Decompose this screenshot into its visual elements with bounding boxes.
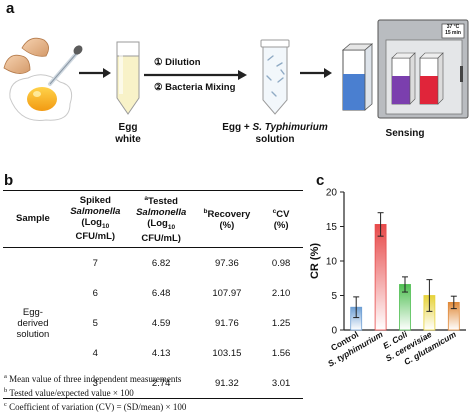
cell-spiked: 3 — [92, 377, 98, 389]
header-tested-word: Tested — [148, 196, 178, 208]
incubator-time: 15 min — [445, 30, 461, 36]
y-tick-label: 10 — [326, 257, 338, 268]
bar — [374, 224, 387, 331]
panel-c-label: c — [316, 172, 325, 189]
cell-recovery: 103.15 — [212, 347, 242, 359]
table-row: 5 4.59 91.76 1.25 — [3, 308, 303, 338]
footnote-text: Tested value/expected value × 100 — [7, 388, 134, 398]
cell-spiked: 4 — [92, 347, 98, 359]
header-tested-unit: CFU/mL) — [141, 233, 181, 245]
mixture-caption: Egg + S. Typhimurium solution — [210, 122, 340, 146]
table-header-row: Sample Spiked Salmonella (Log10 CFU/mL) … — [3, 190, 303, 248]
header-tested: aTested Salmonella (Log10 CFU/mL) — [128, 191, 195, 248]
table-row: 6 6.48 107.97 2.10 — [3, 278, 303, 308]
y-tick-label: 20 — [326, 188, 338, 199]
step-bacteria-mixing-label: ② Bacteria Mixing — [154, 82, 236, 93]
cell-cv: 1.25 — [271, 317, 291, 329]
blue-cuvette-icon — [341, 43, 374, 111]
step-dilution-label: ① Dilution — [154, 57, 201, 68]
header-recovery: bRecovery (%) — [195, 191, 260, 248]
recovery-table: Sample Spiked Salmonella (Log10 CFU/mL) … — [3, 190, 303, 399]
footnote-text: Mean value of three independent measurem… — [6, 374, 182, 384]
cell-tested: 2.74 — [151, 377, 171, 389]
cell-cv: 3.01 — [271, 377, 291, 389]
header-tested-sub: 10 — [167, 224, 176, 232]
cell-spiked: 6 — [92, 287, 98, 299]
header-spiked-word: Spiked — [79, 194, 111, 206]
cell-tested: 4.13 — [151, 347, 171, 359]
dropper-icon — [48, 45, 83, 86]
cell-cv: 0.98 — [271, 257, 291, 269]
footnote-mark: a — [4, 373, 7, 380]
header-spiked-unit: CFU/mL) — [75, 231, 116, 243]
panel-a-label: a — [6, 0, 15, 17]
purple-cuvette-icon — [391, 52, 416, 105]
incubator-temperature: 37 °C — [446, 24, 460, 30]
cell-cv: 2.10 — [271, 287, 291, 299]
y-axis-label: CR (%) — [309, 243, 321, 279]
mixture-species: S. Typhimurium — [252, 122, 328, 133]
header-recovery-word: Recovery — [207, 209, 251, 221]
table-row: 4 4.13 103.15 1.56 — [3, 338, 303, 368]
footnote-text: Coefficient of variation (CV) = (SD/mean… — [6, 402, 187, 412]
workflow-illustration — [3, 19, 469, 122]
cell-recovery: 91.32 — [214, 377, 239, 389]
sample-name-cell: Egg- derived solution — [16, 306, 50, 340]
header-cv-unit: (%) — [273, 220, 289, 232]
y-tick-label: 15 — [326, 222, 338, 233]
cell-tested: 6.48 — [151, 287, 171, 299]
cell-spiked: 5 — [92, 317, 98, 329]
footnote: b Tested value/expected value × 100 — [4, 385, 186, 399]
footnote-mark: c — [4, 401, 7, 408]
header-spiked-sub: 10 — [101, 222, 110, 230]
mixture-suffix: solution — [255, 134, 295, 145]
egg-white-tube-icon — [116, 41, 140, 115]
footnote-mark: b — [4, 387, 8, 394]
header-tested-organism: Salmonella — [136, 207, 187, 219]
process-arrow — [144, 70, 247, 80]
footnote: a Mean value of three independent measur… — [4, 371, 186, 385]
header-sample: Sample — [16, 213, 50, 225]
cell-tested: 6.82 — [151, 257, 171, 269]
header-recovery-mark: b — [203, 207, 208, 215]
header-cv-word: CV — [276, 209, 290, 221]
table-row: 3 2.74 91.32 3.01 — [3, 368, 303, 399]
header-recovery-unit: (%) — [219, 220, 235, 232]
mixture-prefix: Egg + — [222, 122, 253, 133]
cell-spiked: 7 — [92, 257, 98, 269]
header-tested-mark: a — [144, 195, 149, 202]
arrow-right-icon — [79, 68, 111, 78]
header-tested-log: (Log — [147, 218, 168, 230]
bacteria-mixture-tube-icon — [260, 39, 290, 115]
header-spiked: Spiked Salmonella (Log10 CFU/mL) — [63, 191, 128, 248]
y-tick-label: 0 — [331, 326, 337, 337]
panel-b-label: b — [4, 172, 14, 189]
header-spiked-organism: Salmonella — [70, 205, 121, 217]
header-cv: cCV (%) — [259, 191, 303, 248]
cell-tested: 4.59 — [151, 317, 171, 329]
egg-shell-icon — [3, 37, 49, 74]
incubator-icon — [377, 19, 469, 119]
table-row: Egg- derived solution 7 6.82 97.36 0.98 — [3, 248, 303, 340]
cell-recovery: 97.36 — [214, 257, 239, 269]
y-tick-label: 5 — [331, 291, 337, 302]
sensing-caption: Sensing — [385, 128, 425, 139]
table-footnotes: a Mean value of three independent measur… — [4, 371, 186, 413]
cell-recovery: 91.76 — [214, 317, 239, 329]
cell-cv: 1.56 — [271, 347, 291, 359]
arrow-right-icon — [300, 68, 332, 78]
cracked-egg-icon — [9, 74, 73, 122]
egg-white-caption: Egg white — [115, 122, 141, 145]
cell-recovery: 107.97 — [212, 287, 242, 299]
header-spiked-log: (Log — [81, 216, 102, 228]
header-cv-mark: c — [272, 207, 277, 215]
footnote: c Coefficient of variation (CV) = (SD/me… — [4, 399, 186, 413]
red-cuvette-icon — [419, 52, 444, 105]
